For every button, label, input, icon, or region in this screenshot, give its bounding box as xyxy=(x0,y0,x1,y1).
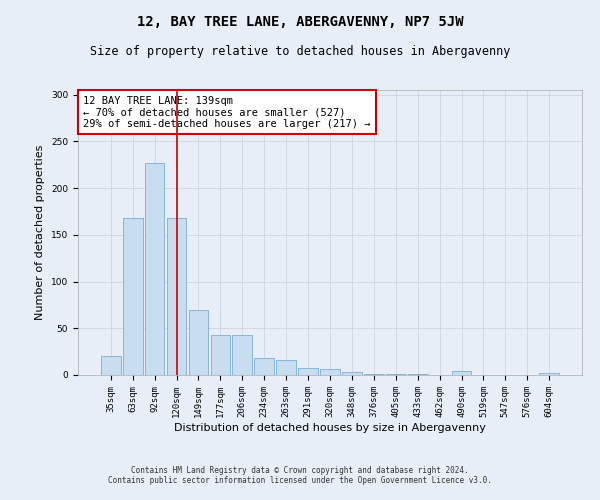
Bar xyxy=(364,374,384,375)
Bar xyxy=(101,356,121,375)
Text: 12, BAY TREE LANE, ABERGAVENNY, NP7 5JW: 12, BAY TREE LANE, ABERGAVENNY, NP7 5JW xyxy=(137,15,463,29)
Text: Size of property relative to detached houses in Abergavenny: Size of property relative to detached ho… xyxy=(90,45,510,58)
Bar xyxy=(254,358,274,375)
X-axis label: Distribution of detached houses by size in Abergavenny: Distribution of detached houses by size … xyxy=(174,422,486,432)
Bar xyxy=(452,372,472,375)
Bar xyxy=(408,374,428,375)
Bar xyxy=(211,335,230,375)
Y-axis label: Number of detached properties: Number of detached properties xyxy=(35,145,46,320)
Bar xyxy=(188,310,208,375)
Text: 12 BAY TREE LANE: 139sqm
← 70% of detached houses are smaller (527)
29% of semi-: 12 BAY TREE LANE: 139sqm ← 70% of detach… xyxy=(83,96,371,129)
Bar xyxy=(167,218,187,375)
Text: Contains HM Land Registry data © Crown copyright and database right 2024.
Contai: Contains HM Land Registry data © Crown c… xyxy=(108,466,492,485)
Bar xyxy=(123,218,143,375)
Bar xyxy=(539,373,559,375)
Bar xyxy=(320,370,340,375)
Bar xyxy=(145,163,164,375)
Bar xyxy=(276,360,296,375)
Bar xyxy=(298,368,318,375)
Bar xyxy=(232,335,252,375)
Bar xyxy=(342,372,362,375)
Bar xyxy=(386,374,406,375)
